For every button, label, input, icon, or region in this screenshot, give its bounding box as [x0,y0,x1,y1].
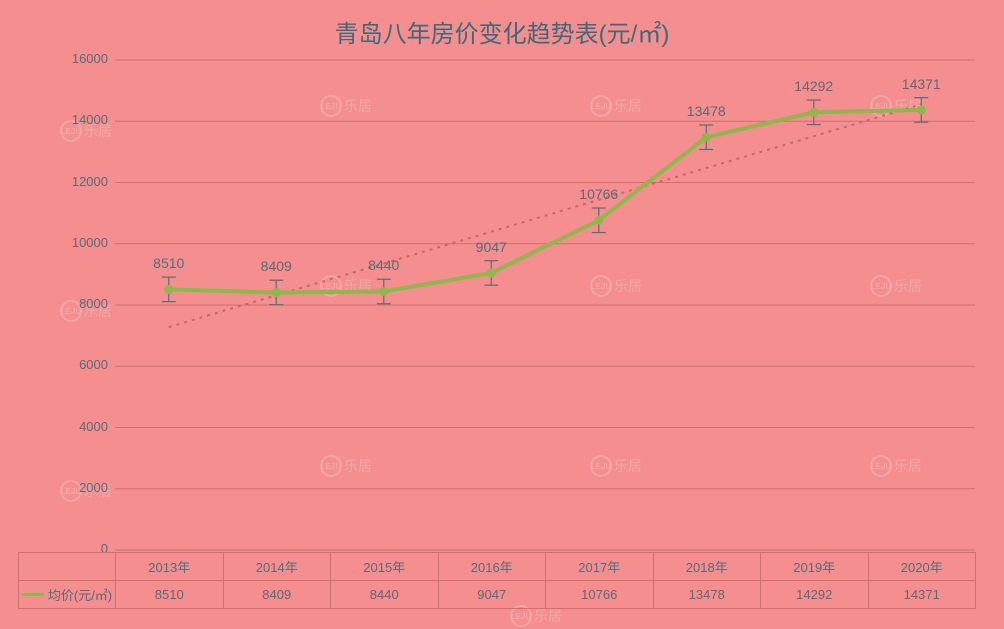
table-cell: 10766 [546,581,654,609]
data-label: 13478 [687,103,726,119]
table-cell: 13478 [653,581,761,609]
data-point [594,216,603,225]
chart-svg [0,0,1004,629]
data-label: 8510 [153,255,184,271]
table-cell: 9047 [438,581,546,609]
data-table: 2013年2014年2015年2016年2017年2018年2019年2020年… [18,552,976,609]
table-cell: 14371 [868,581,976,609]
data-label: 14292 [794,78,833,94]
data-point [809,108,818,117]
data-point [379,287,388,296]
data-point [702,133,711,142]
y-tick-label: 4000 [60,419,108,434]
chart-root: LEJU乐居LEJU乐居LEJU乐居LEJU乐居LEJU乐居LEJU乐居LEJU… [0,0,1004,629]
table-cell: 8440 [331,581,439,609]
data-point [487,268,496,277]
data-label: 10766 [579,186,618,202]
table-cell: 14292 [761,581,869,609]
y-tick-label: 14000 [60,112,108,127]
x-tick-label: 2013年 [116,553,224,581]
x-tick-label: 2020年 [868,553,976,581]
data-label: 8440 [368,257,399,273]
y-tick-label: 16000 [60,51,108,66]
y-tick-label: 6000 [60,357,108,372]
table-cell: 8510 [116,581,224,609]
x-tick-label: 2016年 [438,553,546,581]
data-label: 14371 [902,76,941,92]
x-tick-label: 2019年 [761,553,869,581]
x-tick-label: 2015年 [331,553,439,581]
data-label: 8409 [261,258,292,274]
data-point [272,288,281,297]
data-point [917,105,926,114]
y-tick-label: 10000 [60,235,108,250]
legend-cell: 均价(元/㎡) [19,581,116,609]
x-tick-label: 2017年 [546,553,654,581]
y-tick-label: 12000 [60,174,108,189]
y-tick-label: 2000 [60,480,108,495]
table-cell: 8409 [223,581,331,609]
y-tick-label: 8000 [60,296,108,311]
x-tick-label: 2014年 [223,553,331,581]
data-label: 9047 [476,239,507,255]
table-corner [19,553,116,581]
x-tick-label: 2018年 [653,553,761,581]
data-point [164,285,173,294]
